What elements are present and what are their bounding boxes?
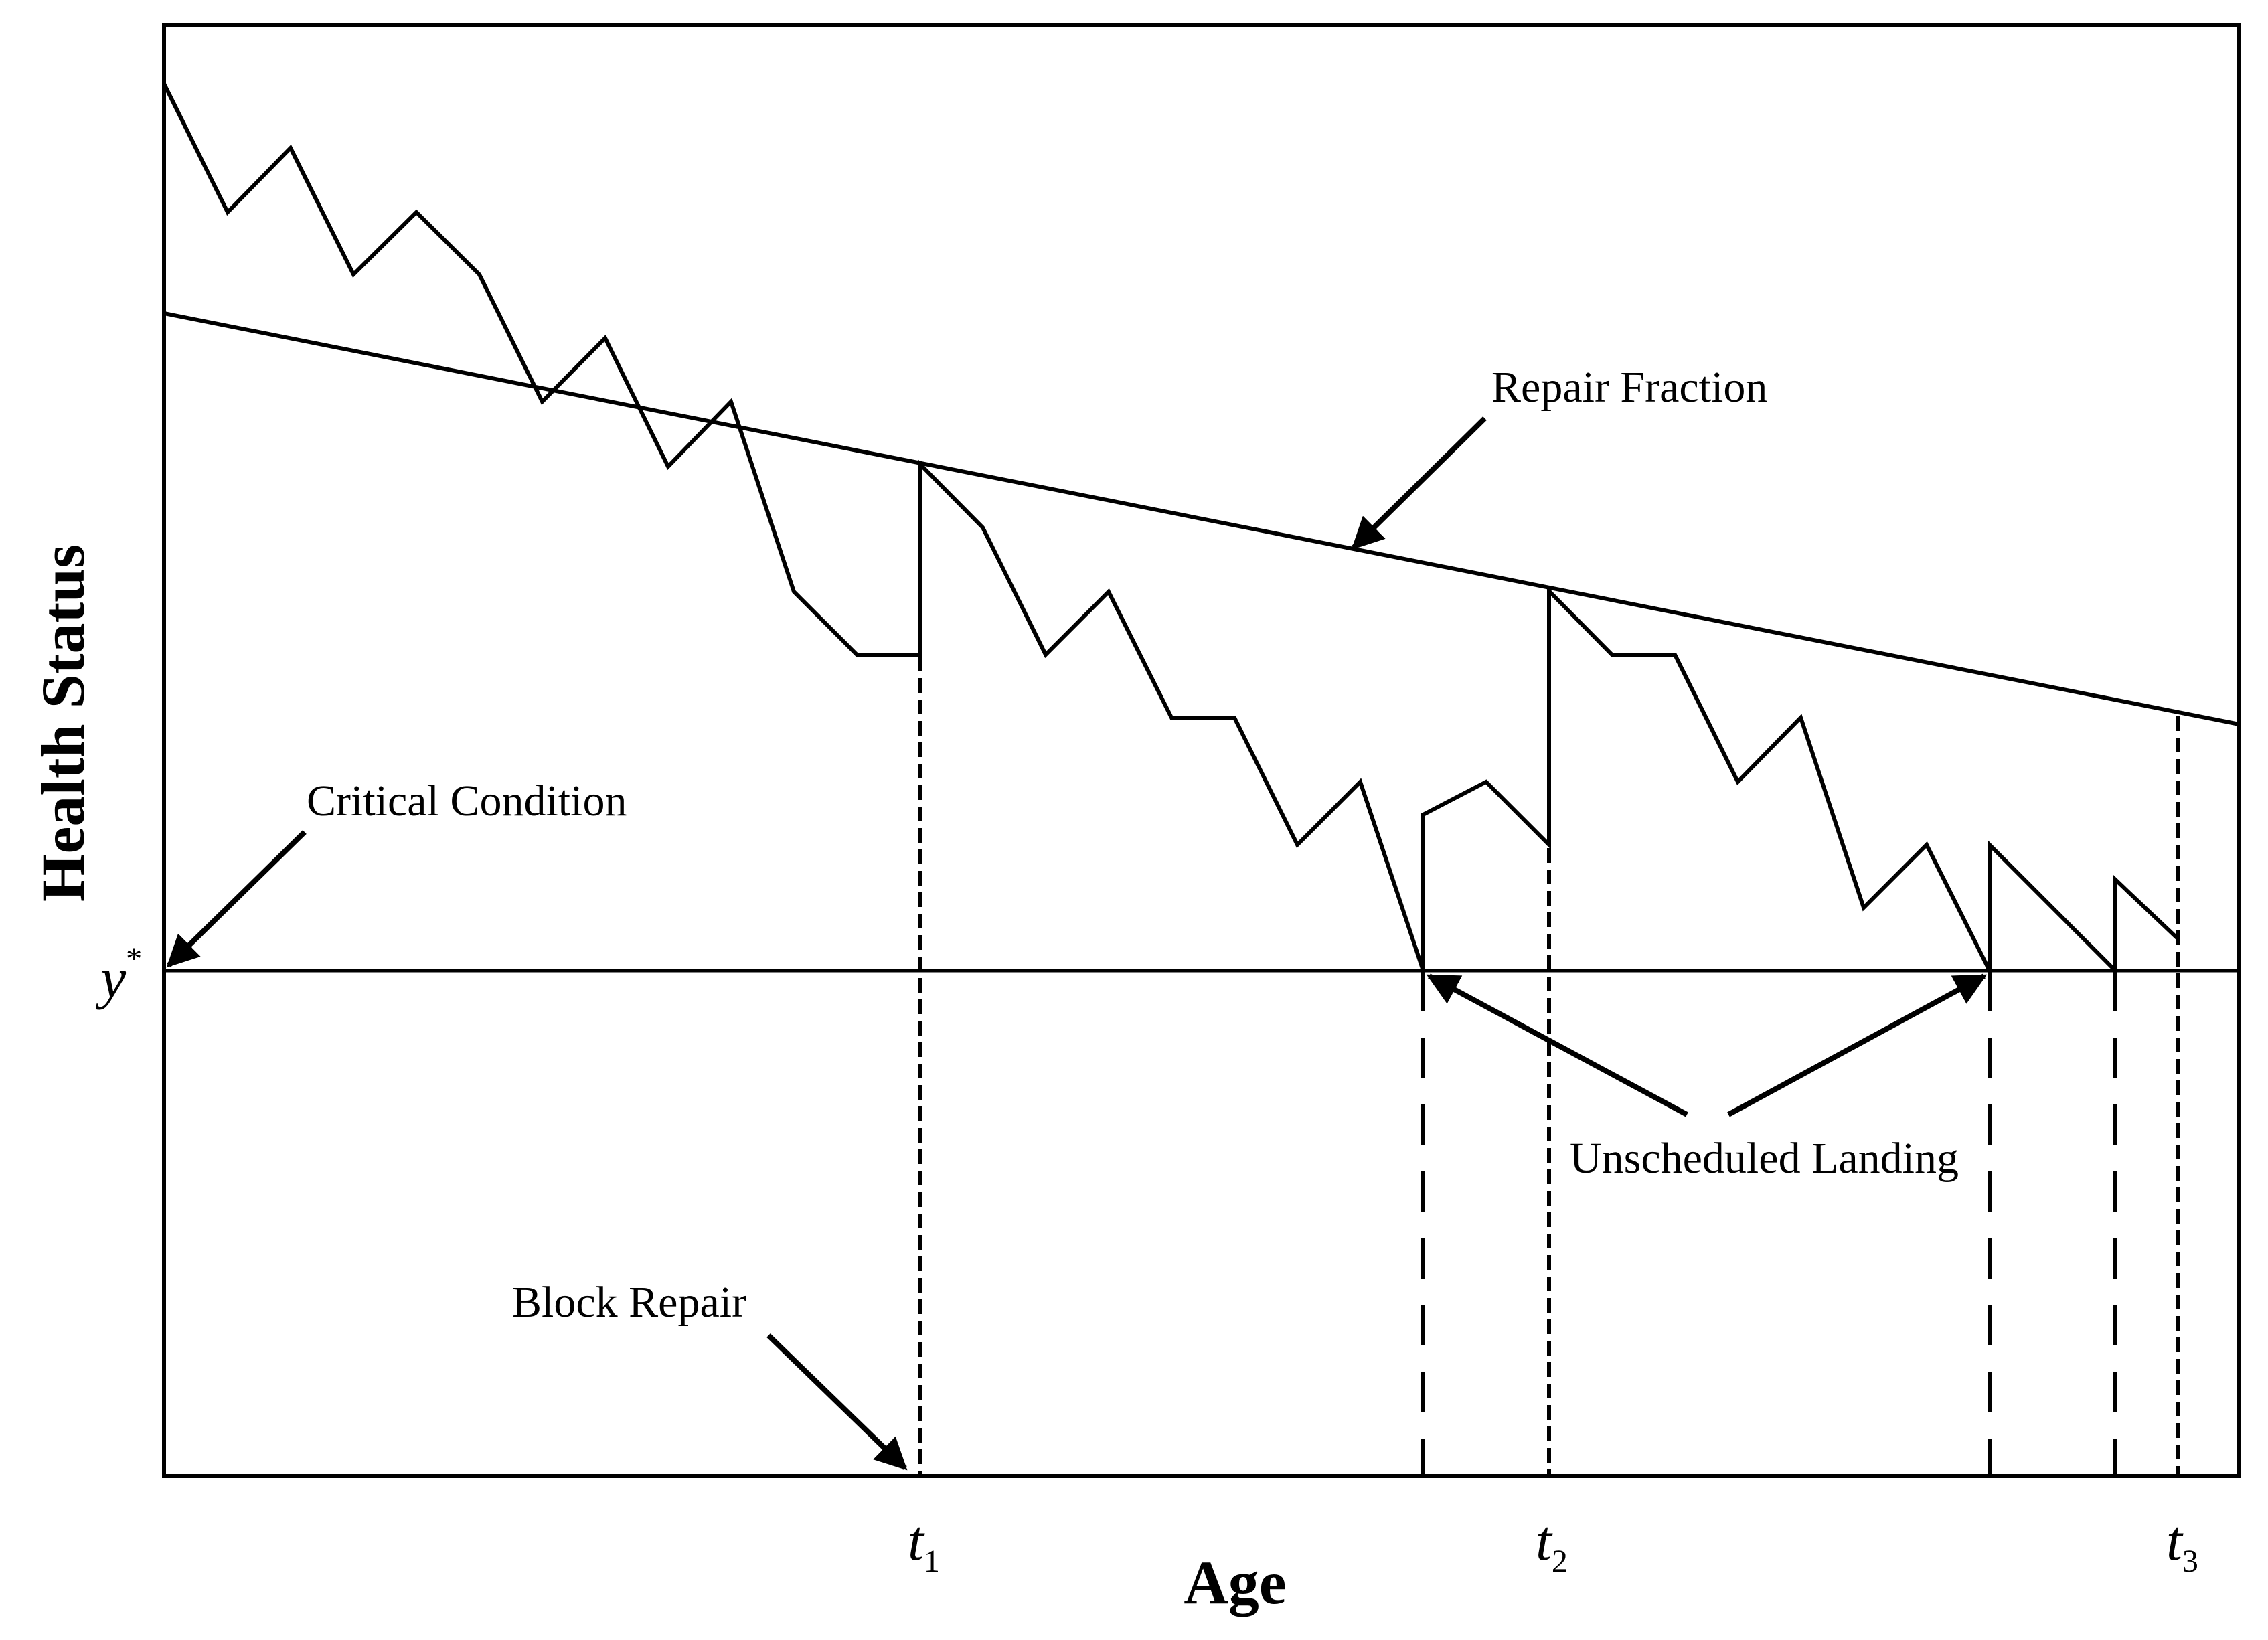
block-repair-arrow (766, 1333, 908, 1471)
threshold-label: y* (95, 941, 142, 1010)
tick-label-t3: t3 (2166, 1508, 2198, 1579)
critical-condition-arrow (166, 830, 307, 968)
unscheduled-landing-label: Unscheduled Landing (1570, 1134, 1959, 1183)
unscheduled-landing-arrow-right (1727, 973, 1988, 1117)
repair-fraction-arrow (1351, 416, 1487, 550)
repair-fraction-line (163, 311, 2240, 726)
tick-label-t2: t2 (1536, 1508, 1568, 1579)
block-repair-label: Block Repair (512, 1278, 746, 1327)
health-status-path (162, 82, 2180, 976)
y-axis-title: Health Status (29, 544, 97, 902)
x-axis-title: Age (1184, 1548, 1286, 1617)
plot-frame (162, 23, 2241, 1478)
repair-fraction-label: Repair Fraction (1491, 363, 1767, 412)
unscheduled-landing-arrow-left (1426, 973, 1688, 1117)
critical-condition-label: Critical Condition (307, 776, 627, 825)
tick-label-t1: t1 (908, 1508, 940, 1579)
